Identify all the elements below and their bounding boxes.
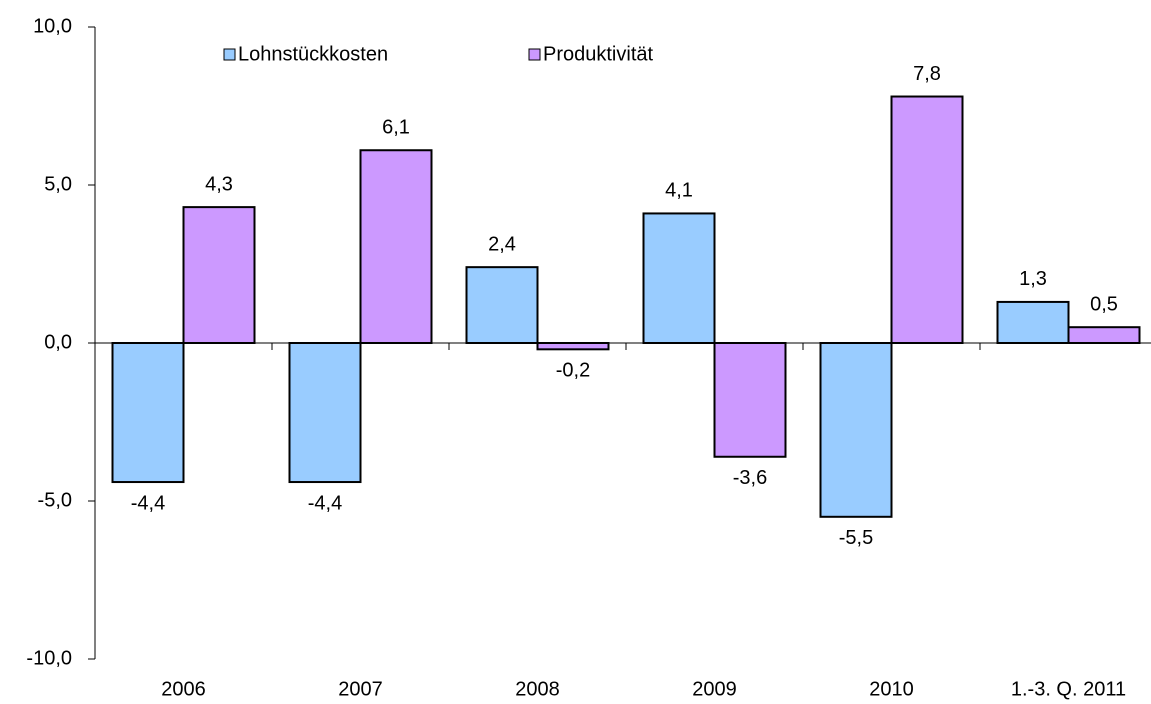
x-tick-label: 2007 (338, 678, 383, 700)
value-label: 7,8 (913, 63, 941, 85)
legend-swatch (223, 48, 236, 61)
y-tick-label: -5,0 (38, 489, 72, 511)
x-tick-label: 2008 (515, 678, 560, 700)
bar (713, 342, 787, 458)
x-tick-label: 1.-3. Q. 2011 (1011, 678, 1126, 700)
y-tick-label: 0,0 (44, 331, 72, 353)
value-label: 6,1 (382, 117, 410, 139)
bar (1067, 326, 1141, 345)
bar (642, 212, 716, 344)
legend-swatch (528, 48, 541, 61)
value-label: 4,3 (205, 173, 233, 195)
value-label: -4,4 (131, 492, 165, 514)
y-tick-label: -10,0 (26, 647, 72, 669)
x-tick-label: 2006 (161, 678, 206, 700)
bar (536, 342, 610, 351)
bar (819, 342, 893, 518)
value-label: 0,5 (1090, 293, 1118, 315)
bar (182, 206, 256, 344)
bar (359, 149, 433, 344)
value-label: 4,1 (665, 180, 693, 202)
bar (465, 266, 539, 344)
bar (890, 95, 964, 344)
value-label: 1,3 (1019, 268, 1047, 290)
legend-label: Produktivität (543, 43, 653, 65)
value-label: -5,5 (839, 527, 873, 549)
value-label: -4,4 (308, 492, 342, 514)
legend-label: Lohnstückkosten (238, 43, 388, 65)
bar (996, 300, 1070, 345)
value-label: 2,4 (488, 233, 516, 255)
x-tick-label: 2009 (692, 678, 737, 700)
y-tick-label: 10,0 (33, 15, 72, 37)
y-tick-label: 5,0 (44, 173, 72, 195)
value-label: -0,2 (556, 360, 590, 382)
bar (111, 342, 185, 484)
value-label: -3,6 (733, 467, 767, 489)
bar (288, 342, 362, 484)
x-tick-label: 2010 (869, 678, 914, 700)
